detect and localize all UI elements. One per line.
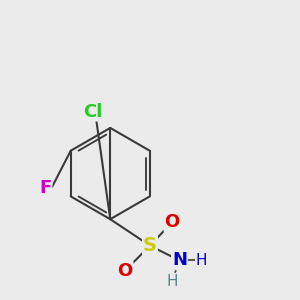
Text: H: H (166, 274, 178, 289)
Text: O: O (117, 262, 133, 280)
Text: H: H (196, 253, 207, 268)
Text: Cl: Cl (83, 103, 102, 121)
Text: N: N (172, 251, 187, 269)
Text: O: O (164, 213, 180, 231)
Text: F: F (39, 179, 52, 197)
Text: S: S (143, 236, 157, 255)
